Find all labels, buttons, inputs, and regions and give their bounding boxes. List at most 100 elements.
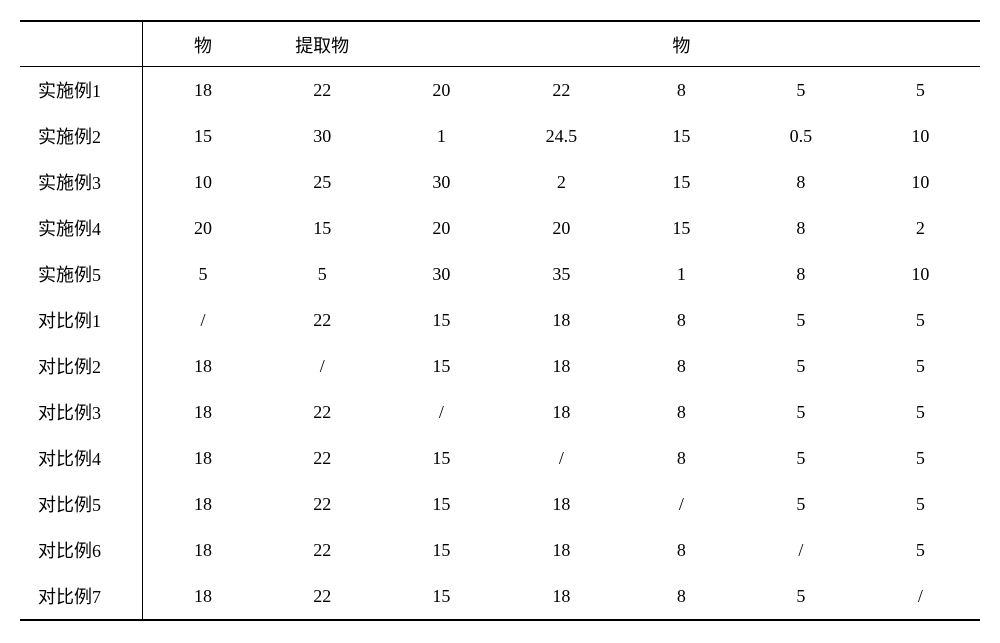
cell: 22 <box>263 435 382 481</box>
table-row: 实施例21530124.5150.510 <box>20 113 980 159</box>
table-row: 对比例6182215188/5 <box>20 527 980 573</box>
cell: / <box>861 573 980 620</box>
row-label: 实施例2 <box>20 113 143 159</box>
cell: 5 <box>741 67 861 114</box>
table-row: 对比例518221518/55 <box>20 481 980 527</box>
cell: 35 <box>501 251 622 297</box>
data-table: 物 提取物 物 实施例118222022855实施例21530124.5150.… <box>20 20 980 621</box>
cell: 8 <box>741 205 861 251</box>
table-row: 对比例31822/18855 <box>20 389 980 435</box>
header-cell-rowlabel <box>20 21 143 67</box>
row-label: 对比例4 <box>20 435 143 481</box>
cell: 8 <box>622 573 741 620</box>
cell: 15 <box>382 297 501 343</box>
row-label: 对比例5 <box>20 481 143 527</box>
cell: 18 <box>501 389 622 435</box>
cell: / <box>263 343 382 389</box>
header-cell-4 <box>501 21 622 67</box>
cell: 22 <box>263 527 382 573</box>
header-cell-7 <box>861 21 980 67</box>
cell: 10 <box>143 159 263 205</box>
cell: 25 <box>263 159 382 205</box>
cell: 10 <box>861 159 980 205</box>
cell: 22 <box>263 573 382 620</box>
cell: 8 <box>741 159 861 205</box>
cell: 15 <box>382 343 501 389</box>
cell: 30 <box>263 113 382 159</box>
cell: 18 <box>143 389 263 435</box>
cell: 15 <box>622 159 741 205</box>
header-row: 物 提取物 物 <box>20 21 980 67</box>
row-label: 实施例4 <box>20 205 143 251</box>
row-label: 对比例1 <box>20 297 143 343</box>
cell: 15 <box>622 205 741 251</box>
cell: 18 <box>143 573 263 620</box>
cell: / <box>143 297 263 343</box>
cell: 2 <box>861 205 980 251</box>
cell: 20 <box>382 205 501 251</box>
cell: 18 <box>501 297 622 343</box>
header-cell-3 <box>382 21 501 67</box>
cell: 15 <box>382 527 501 573</box>
table-row: 对比例71822151885/ <box>20 573 980 620</box>
cell: 15 <box>382 481 501 527</box>
cell: 18 <box>143 67 263 114</box>
cell: 18 <box>501 573 622 620</box>
row-label: 实施例3 <box>20 159 143 205</box>
cell: / <box>622 481 741 527</box>
cell: 2 <box>501 159 622 205</box>
cell: 24.5 <box>501 113 622 159</box>
cell: 18 <box>143 481 263 527</box>
cell: 20 <box>143 205 263 251</box>
cell: 18 <box>143 343 263 389</box>
cell: 8 <box>622 67 741 114</box>
header-cell-1: 物 <box>143 21 263 67</box>
cell: 18 <box>501 481 622 527</box>
cell: 22 <box>501 67 622 114</box>
cell: 30 <box>382 159 501 205</box>
cell: 1 <box>622 251 741 297</box>
cell: 5 <box>861 527 980 573</box>
cell: 15 <box>143 113 263 159</box>
cell: 5 <box>741 573 861 620</box>
header-cell-6 <box>741 21 861 67</box>
cell: 18 <box>143 527 263 573</box>
cell: 5 <box>143 251 263 297</box>
table-row: 实施例118222022855 <box>20 67 980 114</box>
cell: 15 <box>382 435 501 481</box>
cell: 8 <box>622 389 741 435</box>
row-label: 对比例6 <box>20 527 143 573</box>
cell: / <box>382 389 501 435</box>
table-body: 实施例118222022855实施例21530124.5150.510实施例31… <box>20 67 980 621</box>
cell: 5 <box>741 481 861 527</box>
cell: 18 <box>501 343 622 389</box>
cell: 5 <box>263 251 382 297</box>
cell: 5 <box>861 67 980 114</box>
row-label: 对比例3 <box>20 389 143 435</box>
cell: / <box>501 435 622 481</box>
cell: 18 <box>143 435 263 481</box>
cell: 8 <box>622 297 741 343</box>
cell: 5 <box>861 297 980 343</box>
cell: 30 <box>382 251 501 297</box>
cell: 8 <box>622 435 741 481</box>
cell: 20 <box>501 205 622 251</box>
row-label: 对比例2 <box>20 343 143 389</box>
cell: 10 <box>861 113 980 159</box>
cell: 15 <box>382 573 501 620</box>
cell: 0.5 <box>741 113 861 159</box>
row-label: 实施例1 <box>20 67 143 114</box>
cell: 15 <box>622 113 741 159</box>
table-row: 对比例218/1518855 <box>20 343 980 389</box>
cell: 22 <box>263 67 382 114</box>
table-row: 对比例4182215/855 <box>20 435 980 481</box>
cell: 1 <box>382 113 501 159</box>
table-row: 实施例4201520201582 <box>20 205 980 251</box>
cell: 5 <box>741 343 861 389</box>
cell: 22 <box>263 481 382 527</box>
cell: 15 <box>263 205 382 251</box>
cell: 5 <box>861 435 980 481</box>
cell: 22 <box>263 297 382 343</box>
table-row: 对比例1/221518855 <box>20 297 980 343</box>
cell: / <box>741 527 861 573</box>
